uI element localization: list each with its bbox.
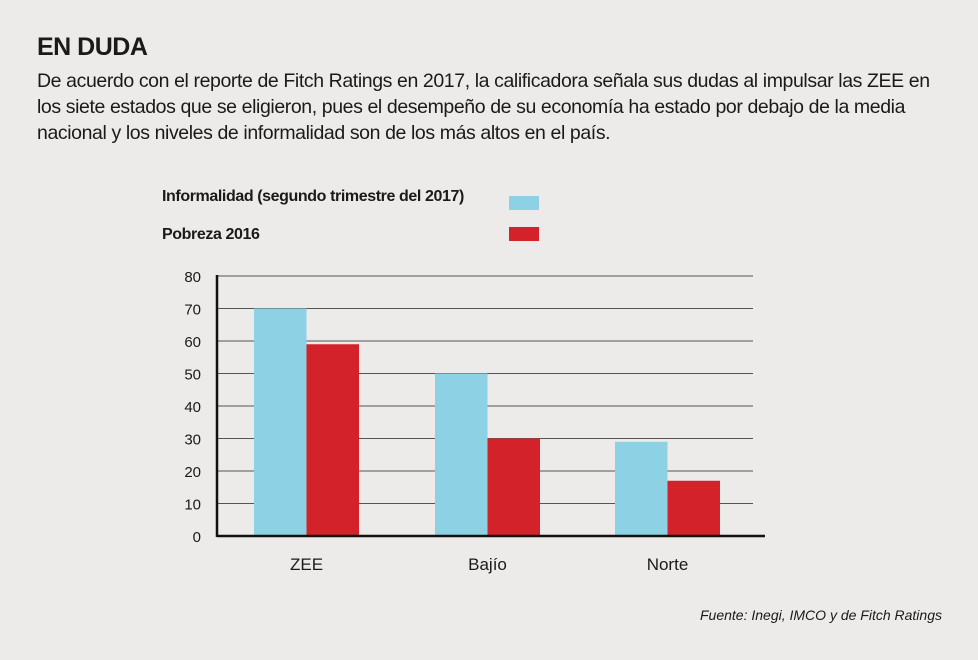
x-category-label: Bajío xyxy=(468,555,507,574)
bar-zee-series-0 xyxy=(254,308,307,536)
description: De acuerdo con el reporte de Fitch Ratin… xyxy=(37,70,930,144)
legend-label-pobreza: Pobreza 2016 xyxy=(162,226,260,243)
y-tick-label: 10 xyxy=(184,497,201,514)
x-category-label: Norte xyxy=(647,555,689,574)
y-tick-label: 50 xyxy=(184,367,201,384)
y-tick-label: 80 xyxy=(184,269,201,286)
bar-bajío-series-0 xyxy=(435,373,488,536)
y-tick-label: 30 xyxy=(184,432,201,449)
y-tick-label: 0 xyxy=(193,529,201,546)
y-tick-label: 70 xyxy=(184,302,201,319)
legend-swatch-pobreza xyxy=(509,227,539,241)
page-title: EN DUDA xyxy=(37,33,148,61)
bar-norte-series-0 xyxy=(615,441,668,536)
y-tick-label: 40 xyxy=(184,399,201,416)
bar-bajío-series-1 xyxy=(487,438,540,536)
legend-swatch-informalidad xyxy=(509,196,539,210)
x-category-label: ZEE xyxy=(290,555,323,574)
legend-label-informalidad: Informalidad (segundo trimestre del 2017… xyxy=(162,188,464,205)
bar-norte-series-1 xyxy=(667,480,720,536)
y-tick-label: 60 xyxy=(184,334,201,351)
source-note: Fuente: Inegi, IMCO y de Fitch Ratings xyxy=(700,607,942,623)
y-tick-label: 20 xyxy=(184,464,201,481)
bar-zee-series-1 xyxy=(306,344,359,536)
